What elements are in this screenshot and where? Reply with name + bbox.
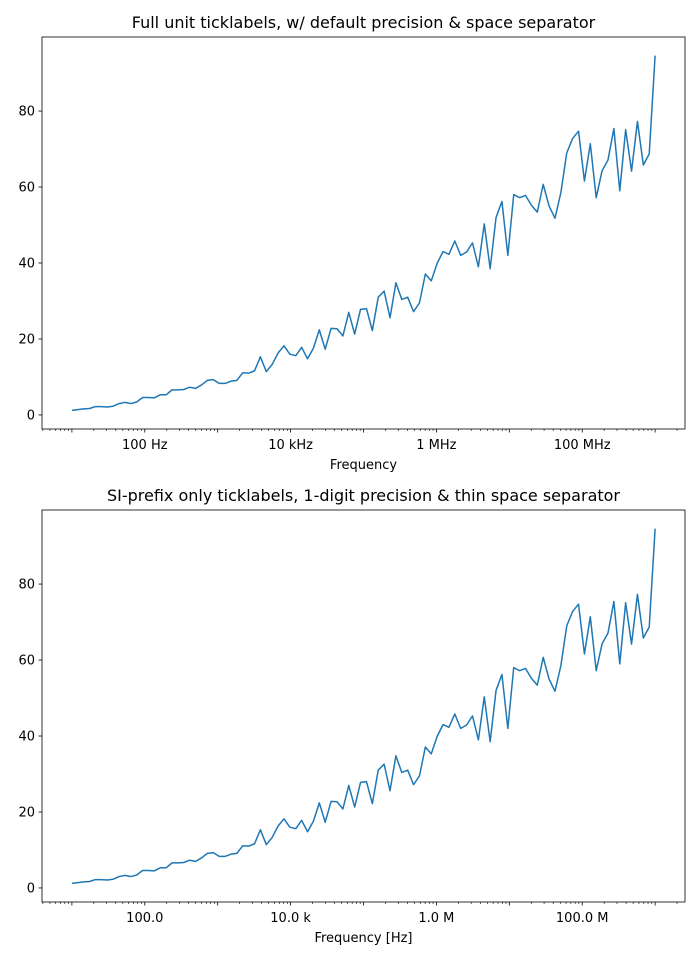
- x-axis-label: Frequency [Hz]: [314, 931, 412, 946]
- data-series-line: [71, 528, 656, 885]
- x-tick-label: 1 MHz: [416, 438, 456, 453]
- chart-2: SI-prefix only ticklabels, 1-digit preci…: [18, 486, 686, 946]
- x-tick-label: 1.0 M: [418, 911, 454, 926]
- axes-frame: [41, 36, 686, 430]
- x-tick-label: 100.0 M: [556, 911, 609, 926]
- axes-frame: [41, 509, 686, 903]
- y-tick-label: 80: [18, 578, 35, 593]
- y-tick-label: 20: [18, 332, 35, 347]
- data-series-line: [71, 55, 656, 412]
- y-tick-label: 60: [18, 654, 35, 669]
- x-tick-label: 10 kHz: [268, 438, 313, 453]
- x-axis-label: Frequency: [330, 458, 397, 473]
- y-tick-label: 0: [27, 881, 35, 896]
- chart-1: Full unit ticklabels, w/ default precisi…: [18, 13, 686, 473]
- y-tick-label: 40: [18, 730, 35, 745]
- x-tick-label: 100.0: [126, 911, 163, 926]
- y-tick-label: 80: [18, 105, 35, 120]
- chart-title: Full unit ticklabels, w/ default precisi…: [132, 13, 596, 32]
- y-tick-label: 60: [18, 181, 35, 196]
- x-tick-label: 10.0 k: [270, 911, 311, 926]
- chart-title: SI-prefix only ticklabels, 1-digit preci…: [107, 486, 620, 505]
- y-tick-label: 20: [18, 805, 35, 820]
- x-tick-label: 100 MHz: [554, 438, 611, 453]
- y-tick-label: 0: [27, 408, 35, 423]
- y-tick-label: 40: [18, 257, 35, 272]
- x-tick-label: 100 Hz: [122, 438, 168, 453]
